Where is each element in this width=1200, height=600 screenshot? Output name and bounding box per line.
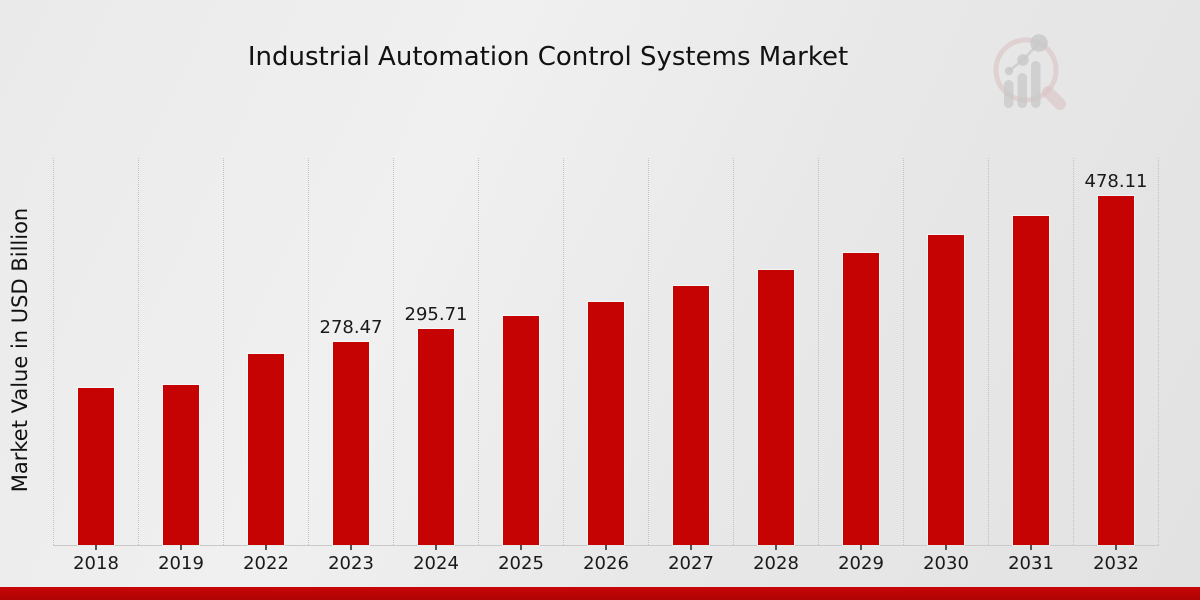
x-axis-tick (775, 545, 777, 550)
x-axis-tick-label: 2022 (243, 553, 289, 574)
footer-accent-band (0, 587, 1200, 600)
x-axis-tick-label: 2027 (668, 553, 714, 574)
bar-value-label: 295.71 (404, 304, 468, 326)
bar-2028 (758, 270, 794, 545)
bar-2030 (928, 235, 964, 545)
bar-value-label: 278.47 (319, 316, 383, 338)
bar-2024 (418, 329, 454, 545)
x-axis-tick (860, 545, 862, 550)
bar-column: 2026 (563, 158, 648, 574)
bar-column: 2029 (818, 158, 903, 574)
bar-column: 2018 (53, 158, 138, 574)
bar-2019 (163, 384, 199, 545)
x-axis-tick (605, 545, 607, 550)
x-axis-tick (1115, 545, 1117, 550)
bar-column: 2025 (478, 158, 563, 574)
x-axis-tick-label: 2028 (753, 553, 799, 574)
x-axis-tick (945, 545, 947, 550)
x-axis-tick-label: 2032 (1093, 553, 1139, 574)
x-axis-tick-label: 2030 (923, 553, 969, 574)
x-axis-tick (520, 545, 522, 550)
market-research-future-logo (988, 24, 1080, 116)
bar-column: 295.71 2024 (393, 158, 478, 574)
bar-2018 (78, 387, 114, 545)
bar-column: 2019 (138, 158, 223, 574)
x-axis-tick (435, 545, 437, 550)
bar-column: 2028 (733, 158, 818, 574)
bar-2025 (503, 315, 539, 545)
bar-2031 (1013, 216, 1049, 545)
plot-area: 2018 2019 2022 278.47 2023 295.71 2024 2025 2026… (53, 158, 1159, 574)
x-axis-tick-label: 2031 (1008, 553, 1054, 574)
bar-column: 478.11 2032 (1073, 158, 1159, 574)
x-axis-tick-label: 2018 (73, 553, 119, 574)
x-axis-tick (350, 545, 352, 550)
y-axis-label: Market Value in USD Billion (8, 207, 32, 493)
x-axis-tick (265, 545, 267, 550)
x-axis-tick-label: 2029 (838, 553, 884, 574)
bar-column: 2031 (988, 158, 1073, 574)
bar-column: 2030 (903, 158, 988, 574)
bar-2029 (843, 253, 879, 545)
x-axis-tick (1030, 545, 1032, 550)
bar-value-label: 478.11 (1084, 170, 1148, 192)
bar-2026 (588, 301, 624, 545)
x-axis-tick-label: 2019 (158, 553, 204, 574)
bar-column: 2027 (648, 158, 733, 574)
bar-2032 (1098, 195, 1134, 545)
bar-column: 2022 (223, 158, 308, 574)
x-axis-tick-label: 2024 (413, 553, 459, 574)
x-axis-tick (180, 545, 182, 550)
x-axis-tick-label: 2026 (583, 553, 629, 574)
x-axis-tick (95, 545, 97, 550)
bar-2023 (333, 341, 369, 545)
x-axis-tick (690, 545, 692, 550)
bar-2022 (248, 353, 284, 545)
x-axis-tick-label: 2025 (498, 553, 544, 574)
x-axis-tick-label: 2023 (328, 553, 374, 574)
bar-column: 278.47 2023 (308, 158, 393, 574)
magnifier-bar-chart-watermark-icon (993, 34, 1066, 110)
bar-2027 (673, 286, 709, 545)
chart-title: Industrial Automation Control Systems Ma… (247, 42, 849, 72)
